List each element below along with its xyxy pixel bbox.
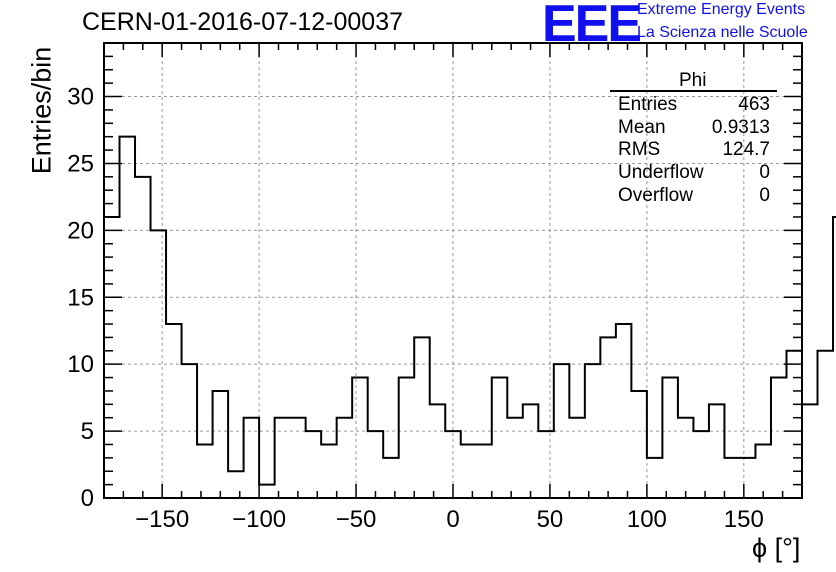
stat-label-overflow: Overflow: [618, 185, 693, 206]
histogram-bin: [135, 177, 151, 498]
histogram-bin: [507, 418, 523, 498]
x-tick-label: −150: [135, 506, 189, 533]
x-axis-label: ϕ [°]: [752, 533, 801, 563]
histogram-bin: [631, 391, 647, 498]
histogram-bin: [275, 418, 291, 498]
y-tick-label: 10: [67, 351, 94, 378]
histogram-bin: [818, 351, 834, 498]
stat-value-overflow: 0: [759, 185, 770, 206]
histogram-bin: [151, 230, 167, 498]
x-tick-label: 150: [724, 506, 764, 533]
histogram-bin: [120, 137, 136, 498]
stat-label-rms: RMS: [618, 139, 661, 160]
x-tick-label: 0: [446, 506, 459, 533]
histogram-bin: [476, 444, 492, 498]
y-tick-label: 30: [67, 84, 94, 111]
y-tick-label: 5: [81, 418, 94, 445]
eee-logo: EEE: [542, 0, 642, 53]
histogram-bin: [647, 458, 663, 498]
y-tick-label: 25: [67, 150, 94, 177]
histogram-bin: [755, 444, 771, 498]
histogram-bin: [321, 444, 337, 498]
histogram-bin: [740, 458, 756, 498]
stat-value-mean: 0.9313: [711, 117, 770, 138]
x-tick-label: −100: [232, 506, 286, 533]
logo-line-1: Extreme Energy Events: [637, 1, 806, 18]
x-tick-label: −50: [336, 506, 377, 533]
stat-label-mean: Mean: [618, 117, 666, 138]
stat-box-title: Phi: [679, 70, 707, 91]
histogram-bin: [709, 404, 725, 498]
y-axis-label: Entries/bin: [26, 46, 57, 175]
histogram-bin: [414, 337, 430, 498]
stat-label-underflow: Underflow: [618, 162, 704, 183]
histogram-bin: [600, 337, 616, 498]
histogram-bin: [352, 378, 368, 498]
y-tick-label: 15: [67, 284, 94, 311]
histogram-bin: [693, 431, 709, 498]
histogram-bin: [523, 404, 539, 498]
histogram-bin: [802, 404, 818, 498]
histogram-bin: [368, 431, 384, 498]
histogram-series: [104, 135, 836, 498]
grid-lines: [104, 43, 802, 498]
histogram-bin: [538, 431, 554, 498]
stat-value-entries: 463: [738, 94, 770, 115]
histogram-bin: [383, 458, 399, 498]
stat-label-entries: Entries: [618, 94, 678, 115]
histogram-bin: [678, 418, 694, 498]
histogram-bin: [771, 378, 787, 498]
y-axis: 0 5 10 15 20 25 30: [67, 42, 802, 512]
x-tick-label: 100: [627, 506, 667, 533]
histogram-bin: [585, 364, 601, 498]
histogram-bin: [213, 391, 229, 498]
histogram-bin: [166, 324, 182, 498]
x-tick-label: 50: [537, 506, 564, 533]
histogram-bin: [662, 378, 678, 498]
x-axis: −150 −100 −50 0 50 100 150: [103, 43, 803, 533]
histogram-bin: [104, 217, 120, 498]
histogram-bin: [786, 351, 802, 498]
histogram-bin: [306, 431, 322, 498]
stat-value-rms: 124.7: [722, 139, 770, 160]
histogram-line: [104, 135, 836, 486]
logo-line-2: La Scienza nelle Scuole: [637, 24, 808, 41]
histogram-bin: [554, 364, 570, 498]
histogram-bin: [197, 444, 213, 498]
histogram-bin: [259, 485, 275, 498]
histogram-bin: [244, 418, 260, 498]
histogram-bin: [492, 378, 508, 498]
histogram-bin: [337, 418, 353, 498]
histogram-bin: [290, 418, 306, 498]
histogram-bin: [461, 444, 477, 498]
histogram-bin: [228, 471, 244, 498]
histogram-bin: [724, 458, 740, 498]
chart-title: CERN-01-2016-07-12-00037: [82, 8, 404, 36]
y-tick-label: 0: [81, 485, 94, 512]
stat-value-underflow: 0: [759, 162, 770, 183]
histogram-bin: [399, 378, 415, 498]
y-tick-label: 20: [67, 217, 94, 244]
histogram-bin: [616, 324, 632, 498]
histogram-bin: [430, 404, 446, 498]
histogram-bin: [182, 364, 198, 498]
histogram-bin: [569, 418, 585, 498]
